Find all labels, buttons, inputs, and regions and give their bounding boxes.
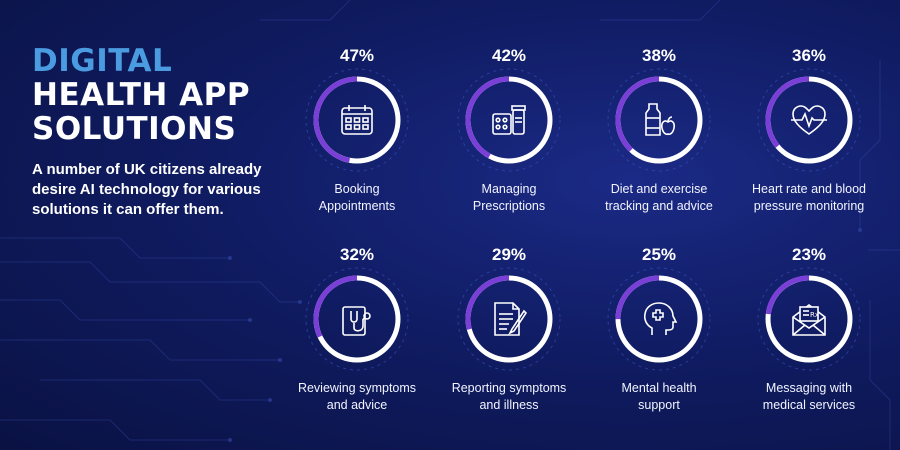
stat-percent: 38% [641, 46, 677, 65]
ring-graphic [607, 267, 711, 371]
stat-messaging-medical: 23% Rx Messaging with medical services [734, 245, 884, 414]
intro-text: A number of UK citizens already desire A… [32, 161, 262, 218]
stat-percent: 29% [491, 245, 527, 264]
head-cross-icon [643, 302, 678, 335]
progress-ring [456, 67, 562, 173]
pills-icon [492, 105, 526, 135]
envelope-rx-icon: Rx [792, 304, 826, 336]
stethoscope-icon [342, 306, 371, 336]
stat-reviewing-symptoms: 32% Reviewing symptoms and advice [282, 245, 432, 414]
progress-ring [606, 266, 712, 372]
ring-graphic [305, 68, 409, 172]
ring-graphic [607, 68, 711, 172]
ring-glow [607, 68, 711, 172]
stat-heart-rate: 36% Heart rate and blood pressure monito… [734, 46, 884, 215]
stat-reporting-symptoms: 29% Reporting symptoms and illness [434, 245, 584, 414]
ring-graphic [757, 267, 861, 371]
stat-label: Messaging with medical services [762, 381, 856, 412]
title-line-3: SOLUTIONS [32, 111, 237, 147]
ring-graphic [305, 267, 409, 371]
title-line-2: HEALTH APP [32, 77, 251, 113]
progress-ring [456, 266, 562, 372]
stat-managing-prescriptions: 42% Managing Prescriptions [434, 46, 584, 215]
ring-progress-arc [313, 76, 401, 164]
progress-ring [304, 266, 410, 372]
stat-percent: 32% [339, 245, 375, 264]
stat-label: Reporting symptoms and illness [451, 381, 567, 412]
title-line-1: DIGITAL [32, 43, 173, 79]
ring-glow [757, 267, 861, 371]
ring-graphic [457, 267, 561, 371]
stat-booking-appointments: 47% Booking Appointments [282, 46, 432, 215]
ring-glow [457, 68, 561, 172]
stat-label: Mental health support [621, 381, 697, 412]
stat-label: Booking Appointments [318, 182, 396, 213]
progress-ring [606, 67, 712, 173]
stat-mental-health: 25% Mental health support [584, 245, 734, 414]
ring-glow [457, 267, 561, 371]
calendar-icon [341, 105, 373, 135]
stat-percent: 25% [641, 245, 677, 264]
ring-glow [305, 267, 409, 371]
heart-rate-icon [791, 105, 827, 135]
stat-label: Diet and exercise tracking and advice [605, 182, 713, 213]
ring-glow [757, 68, 861, 172]
ring-progress-arc [465, 275, 553, 363]
progress-ring [304, 67, 410, 173]
stat-percent: 23% [791, 245, 827, 264]
ring-progress-arc [615, 275, 703, 363]
ring-progress-arc [465, 76, 553, 164]
stat-diet-exercise: 38% Diet and exercise tracking and advic… [584, 46, 734, 215]
ring-progress-arc [765, 76, 853, 164]
svg-text:Rx: Rx [810, 311, 819, 319]
ring-progress-arc [313, 275, 401, 363]
stat-label: Heart rate and blood pressure monitoring [752, 182, 866, 213]
ring-graphic [757, 68, 861, 172]
progress-ring [756, 67, 862, 173]
ring-glow [607, 267, 711, 371]
stat-label: Managing Prescriptions [472, 182, 546, 213]
ring-graphic [457, 68, 561, 172]
stat-percent: 36% [791, 46, 827, 65]
ring-progress-arc [615, 76, 703, 164]
ring-glow [305, 68, 409, 172]
ring-progress-arc [765, 275, 853, 363]
bottle-apple-icon [645, 103, 675, 136]
page-title: DIGITAL HEALTH APP SOLUTIONS [32, 44, 250, 146]
stat-label: Reviewing symptoms and advice [297, 381, 417, 412]
stat-percent: 47% [339, 46, 375, 65]
document-pen-icon [494, 302, 528, 336]
progress-ring: Rx [756, 266, 862, 372]
stat-percent: 42% [491, 46, 527, 65]
